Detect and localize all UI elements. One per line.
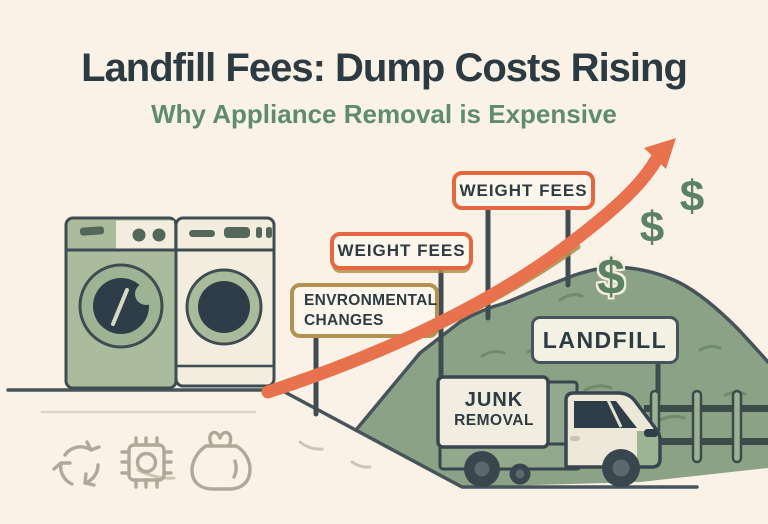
circuit-chip-icon xyxy=(120,436,173,489)
sign-weight-fees-lower: WEIGHT FEES xyxy=(330,232,473,270)
page-title: Landfill Fees: Dump Costs Rising xyxy=(81,46,688,90)
page-subtitle: Why Appliance Removal is Expensive xyxy=(151,99,617,129)
dollar-sign-2: $ xyxy=(639,203,665,252)
dollar-sign-1: $ xyxy=(597,249,625,305)
recycle-icon xyxy=(52,440,101,487)
sign-weight-fees-upper: WEIGHT FEES xyxy=(452,171,595,210)
dollar-sign-3: $ xyxy=(679,172,705,221)
truck-label-line1: JUNK xyxy=(464,389,524,411)
trash-bag-icon xyxy=(190,430,252,491)
truck-label: JUNK REMOVAL xyxy=(442,389,546,430)
sign-environmental-line2: CHANGES xyxy=(304,311,384,329)
truck-wheels xyxy=(464,449,640,487)
sign-environmental-line1: ENVRONMENTAL xyxy=(304,292,438,310)
truck-label-line2: REMOVAL xyxy=(454,412,534,429)
sand-marks xyxy=(136,440,372,480)
sign-environmental-changes: ENVRONMENTAL CHANGES xyxy=(290,283,439,338)
dryer-illustration xyxy=(174,216,276,388)
truck-windshield xyxy=(574,401,637,428)
washer-illustration xyxy=(64,216,178,390)
sign-landfill: LANDFILL xyxy=(531,316,679,364)
truck-illustration xyxy=(436,375,662,487)
